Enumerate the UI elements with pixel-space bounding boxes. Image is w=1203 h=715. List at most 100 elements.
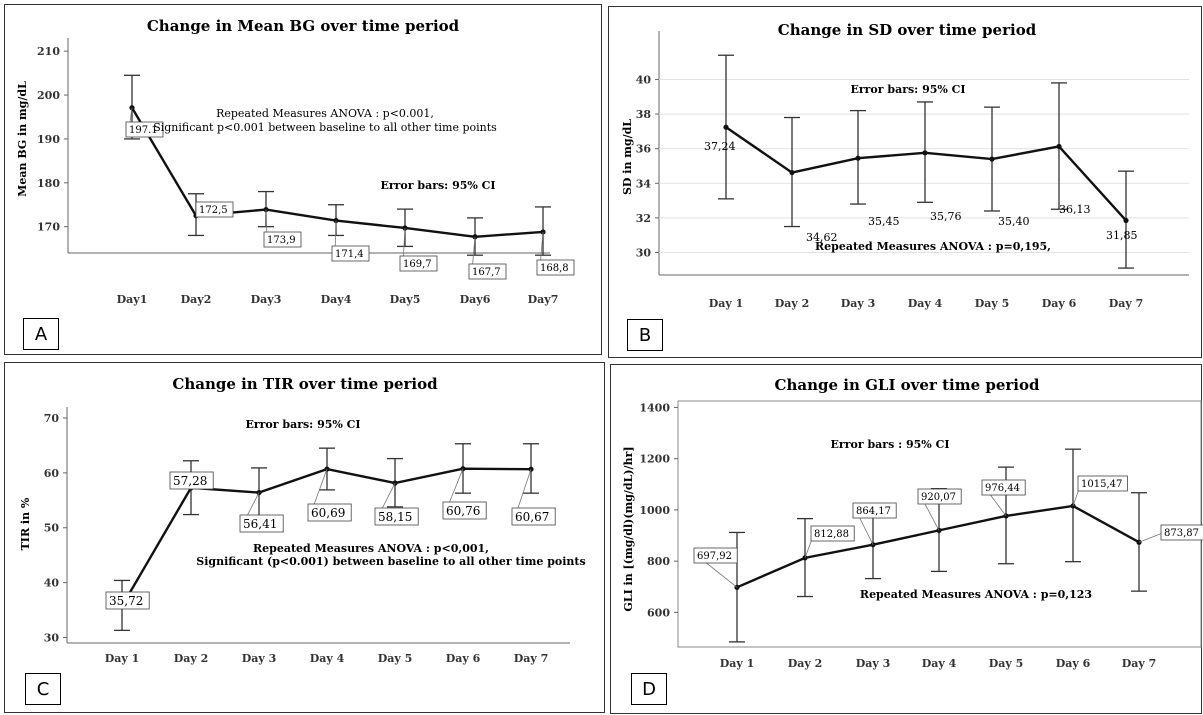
y-axis-label: GLI in [(mg/dl)(mg/dL)/hr] — [622, 446, 635, 611]
data-label: 36,13 — [1059, 203, 1091, 216]
data-label-box — [307, 503, 352, 522]
data-label: 56,41 — [243, 517, 277, 531]
data-label-box — [442, 501, 487, 520]
panel-letter-a: A — [23, 318, 59, 350]
data-label: 60,67 — [515, 510, 549, 524]
x-tick-label: Day 7 — [514, 652, 549, 665]
data-label: 172,5 — [199, 205, 228, 216]
annotation-text: Error bars: 95% CI — [380, 179, 495, 192]
x-tick-label: Day5 — [390, 293, 421, 306]
data-label-box — [239, 514, 284, 533]
data-label: 35,72 — [109, 594, 143, 608]
chart-title: Change in TIR over time period — [172, 375, 438, 393]
x-tick-label: Day 5 — [378, 652, 413, 665]
chart-tir: Change in TIR over time period 70 60 50 40 30… — [19, 375, 586, 665]
x-tick-label: Day 3 — [856, 657, 891, 670]
x-tick-label: Day4 — [321, 293, 352, 306]
x-tick-label: Day 4 — [922, 657, 957, 670]
data-point — [1123, 217, 1129, 224]
data-label: 60,69 — [311, 506, 345, 520]
data-label-box — [169, 471, 214, 490]
y-tick-label: 70 — [44, 412, 60, 425]
data-label-box — [374, 507, 419, 526]
annotation-text: Significant (p<0.001) between baseline t… — [196, 555, 585, 568]
x-tick-label: Day 4 — [908, 297, 943, 310]
data-point — [855, 155, 861, 161]
data-label-box — [468, 263, 507, 280]
data-label-box — [1160, 524, 1203, 541]
data-label: 864,17 — [856, 506, 891, 517]
data-point — [789, 169, 795, 176]
chart-title: Change in Mean BG over time period — [147, 17, 460, 35]
x-tick-label: Day 2 — [174, 652, 209, 665]
data-label-box — [852, 502, 897, 519]
data-label: 173,9 — [267, 235, 296, 246]
data-label: 171,4 — [335, 249, 364, 260]
panel-gli: Change in GLI over time period 1400 1200 10… — [610, 364, 1203, 714]
data-label: 812,88 — [814, 529, 849, 540]
chart-title: Change in SD over time period — [778, 21, 1037, 39]
annotation-text: Significant p<0.001 between baseline to … — [153, 121, 497, 134]
y-tick-label: 60 — [44, 467, 60, 480]
data-label-box — [981, 479, 1026, 496]
data-label-box — [511, 507, 556, 526]
data-point — [472, 234, 478, 240]
panel-letter-d: D — [631, 673, 667, 705]
data-label-box — [399, 255, 438, 272]
panel-mean-bg: Change in Mean BG over time period 210 200… — [4, 4, 602, 355]
data-label: 35,40 — [998, 215, 1030, 228]
y-tick-label: 30 — [636, 247, 652, 260]
y-tick-label: 200 — [37, 89, 60, 102]
y-tick-label: 30 — [44, 632, 60, 645]
y-tick-label: 800 — [647, 555, 670, 568]
data-label-box — [125, 121, 164, 138]
y-tick-label: 36 — [636, 143, 652, 156]
annotation-text: Error bars: 95% CI — [245, 418, 360, 431]
panel-letter-b: B — [627, 319, 663, 351]
y-axis-label: SD in mg/dL — [621, 119, 634, 195]
data-label-box — [331, 245, 370, 262]
data-point — [1056, 143, 1062, 150]
data-label: 169,7 — [403, 259, 432, 270]
data-label-box — [810, 525, 855, 542]
data-label: 873,87 — [1164, 528, 1199, 539]
data-label: 920,07 — [921, 492, 956, 503]
x-tick-label: Day2 — [181, 293, 212, 306]
x-tick-label: Day 5 — [989, 657, 1024, 670]
annotation-text: Repeated Measures ANOVA : p=0,123 — [860, 588, 1092, 601]
data-point — [392, 480, 398, 486]
y-tick-label: 210 — [37, 45, 60, 58]
x-tick-label: Day 1 — [720, 657, 755, 670]
x-tick-label: Day 1 — [709, 297, 744, 310]
x-tick-label: Day 4 — [310, 652, 345, 665]
y-tick-label: 40 — [636, 73, 652, 86]
data-label: 58,15 — [378, 510, 412, 524]
y-tick-label: 190 — [37, 133, 60, 146]
x-tick-label: Day 5 — [975, 297, 1010, 310]
y-tick-label: 1000 — [639, 504, 670, 517]
data-label: 60,76 — [446, 504, 480, 518]
y-axis-label: Mean BG in mg/dL — [16, 81, 29, 197]
annotation-text: Error bars: 95% CI — [850, 83, 965, 96]
chart-sd: Change in SD over time period 40 38 36 34 32 3… — [621, 21, 1189, 310]
y-axis-label: TIR in % — [19, 497, 32, 550]
data-point — [922, 150, 928, 156]
x-tick-label: Day 6 — [446, 652, 481, 665]
y-tick-label: 34 — [636, 177, 652, 190]
x-tick-label: Day1 — [117, 293, 148, 306]
annotation-text: Error bars : 95% CI — [831, 438, 950, 451]
data-label: 57,28 — [173, 474, 207, 488]
chart-gli: Change in GLI over time period 1400 1200 10… — [622, 376, 1203, 670]
x-tick-label: Day3 — [251, 293, 282, 306]
y-tick-label: 1200 — [639, 453, 670, 466]
data-point — [989, 156, 995, 162]
data-label: 1015,47 — [1081, 479, 1122, 490]
plot-frame — [677, 400, 1202, 648]
y-tick-label: 180 — [37, 177, 60, 190]
data-label: 976,44 — [985, 483, 1020, 494]
x-tick-label: Day 2 — [788, 657, 823, 670]
panel-tir: Change in TIR over time period 70 60 50 40 30… — [4, 362, 605, 713]
y-tick-label: 170 — [37, 221, 60, 234]
data-label: 37,24 — [704, 140, 736, 153]
data-label-leader — [1138, 532, 1165, 543]
